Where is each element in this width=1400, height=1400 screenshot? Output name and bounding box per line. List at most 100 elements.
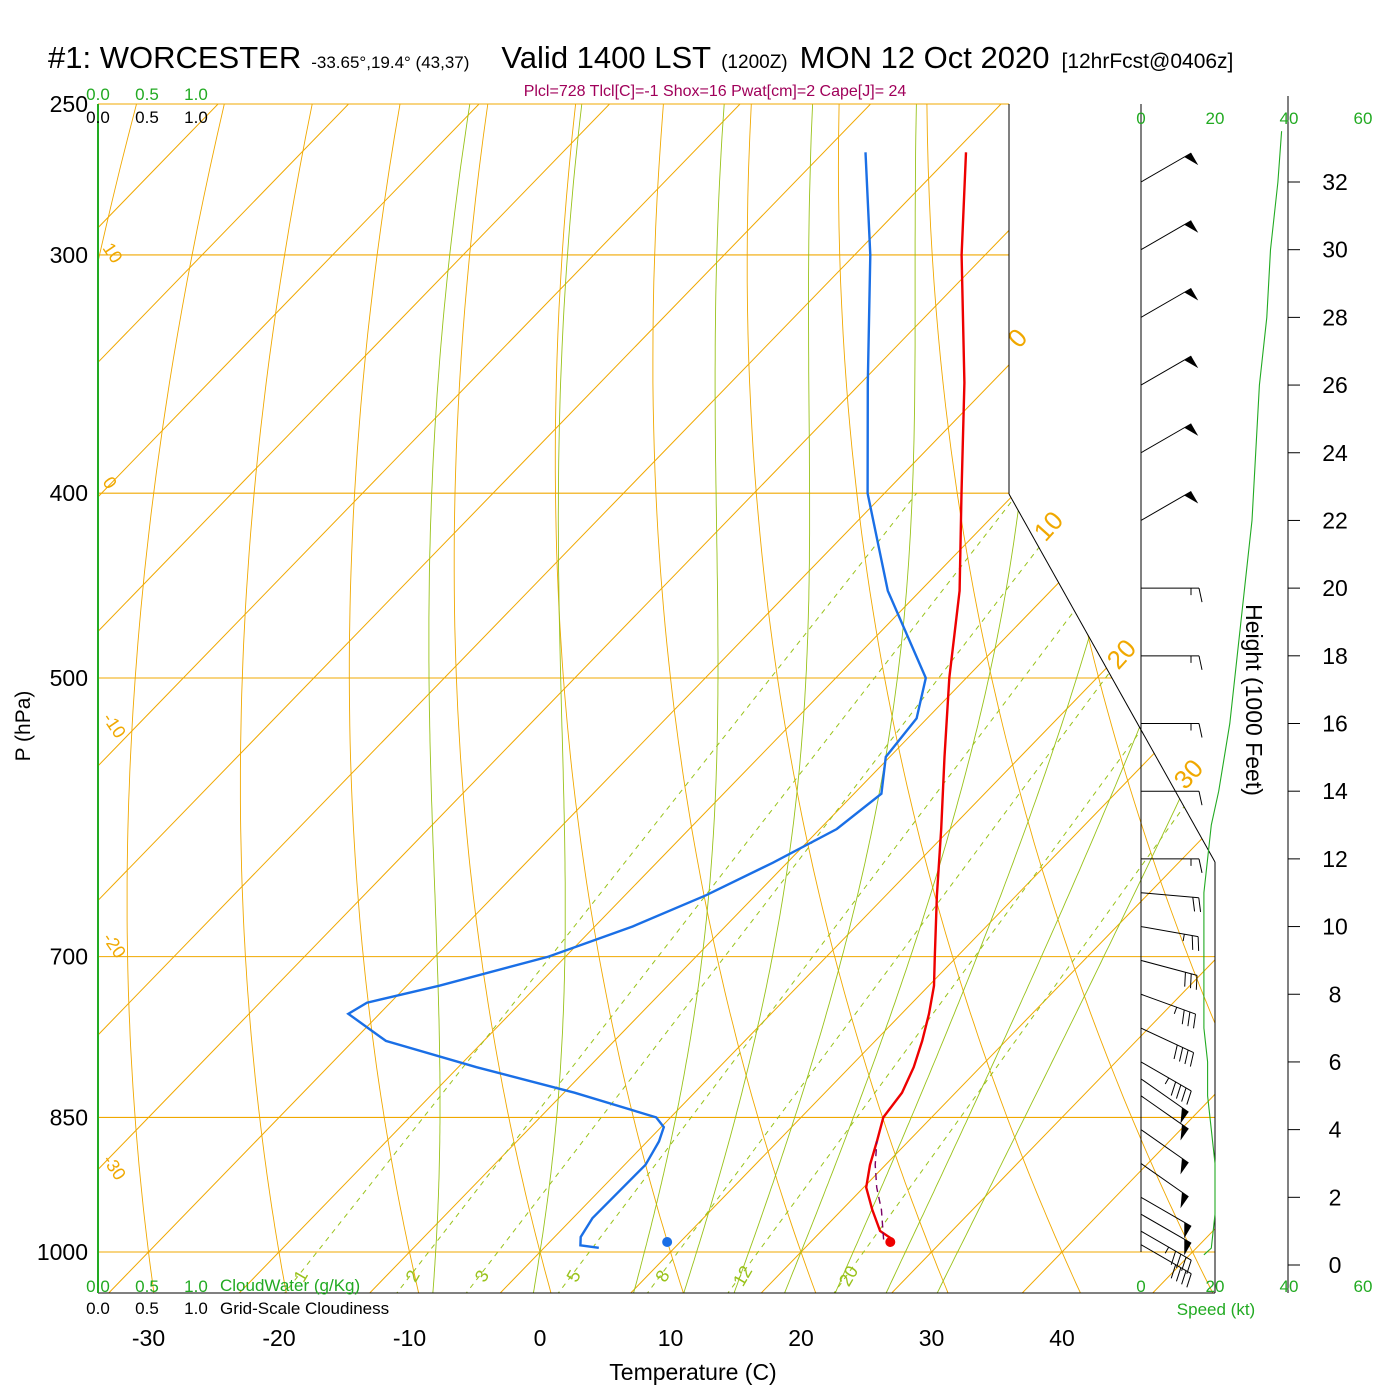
wind-barb <box>1141 723 1203 738</box>
dry-adiabat <box>926 104 1215 1293</box>
temperature-tick-label: 30 <box>919 1325 945 1351</box>
pressure-tick-label: 700 <box>50 944 88 970</box>
dry-adiabat <box>554 104 692 1293</box>
background-lines <box>98 70 1400 1316</box>
wind-barb-staff <box>1140 1213 1192 1244</box>
isotherm-line <box>98 104 904 1293</box>
wind-barb-full <box>1175 1254 1182 1268</box>
cloud-scale-bottom-black: 0.0 <box>86 1299 110 1318</box>
wind-barb-full <box>1192 897 1196 912</box>
cloudiness-label: Grid-Scale Cloudiness <box>220 1299 389 1318</box>
surface-dewpoint-marker <box>662 1237 673 1248</box>
pressure-tick-label: 1000 <box>37 1239 88 1265</box>
wind-barb-full <box>1184 972 1186 987</box>
wind-barb <box>1140 1027 1195 1067</box>
isotherm-line <box>999 104 1215 1293</box>
dewpoint-line <box>346 152 928 1249</box>
wind-barb <box>1141 858 1203 873</box>
speed-tick-top: 0 <box>1136 109 1145 128</box>
valid-time: Valid 1400 LST <box>501 40 712 75</box>
wind-barb-half <box>1164 1077 1170 1085</box>
speed-tick-bottom: 40 <box>1280 1277 1299 1296</box>
isotherm-line <box>216 104 1215 1293</box>
wind-barb-staff <box>1140 1129 1189 1164</box>
wind-barb-staff <box>1140 993 1196 1015</box>
wind-barb-staff <box>1140 1027 1194 1054</box>
wind-barb <box>1140 1163 1189 1209</box>
x-axis-label: Temperature (C) <box>609 1359 776 1385</box>
wind-barb-full <box>1173 1044 1178 1060</box>
mixing-ratio-line <box>375 492 1019 1293</box>
wind-barb <box>1141 790 1203 806</box>
wind-barb-full <box>1198 897 1202 913</box>
wind-barb-half <box>1164 1246 1170 1254</box>
speed-tick-bottom: 0 <box>1136 1277 1145 1296</box>
isotherm-line <box>347 104 1215 1293</box>
wind-barb <box>1140 959 1198 990</box>
wind-barb <box>1140 152 1199 183</box>
wind-barb-staff <box>1140 491 1192 521</box>
wind-barb-full <box>1198 588 1203 603</box>
dry-adiabat <box>746 104 959 1293</box>
wind-barb <box>1140 491 1199 521</box>
height-tick-label: 30 <box>1322 237 1348 263</box>
wind-barb-flag <box>1180 1107 1189 1124</box>
wind-barb-flag <box>1180 1124 1189 1141</box>
wind-barb-flag <box>1184 491 1199 504</box>
dry-adiabat <box>1186 104 1215 1293</box>
zulu-time: (1200Z) <box>721 52 788 73</box>
wind-barb-staff <box>1140 1230 1192 1261</box>
frame-slant <box>1008 493 1216 863</box>
isotherm-line <box>608 104 1215 1293</box>
height-tick-label: 10 <box>1322 914 1348 940</box>
temperature-tick-label: -20 <box>262 1325 295 1351</box>
moist-adiabat <box>528 104 585 1293</box>
parcel-line <box>874 1141 885 1240</box>
station-name: #1: WORCESTER <box>48 40 302 75</box>
dry-adiabat <box>239 104 320 1293</box>
surface-temperature-marker <box>885 1237 896 1248</box>
wind-barb-flag <box>1184 356 1199 369</box>
temperature-tick-label: -30 <box>132 1325 165 1351</box>
wind-barb <box>1140 993 1196 1029</box>
dry-adiabat <box>1361 70 1400 1316</box>
stability-parameters: Plcl=728 Tlcl[C]=-1 Shox=16 Pwat[cm]=2 C… <box>523 83 907 100</box>
temperature-tick-label: 10 <box>658 1325 684 1351</box>
temperature-tick-label: 40 <box>1049 1325 1075 1351</box>
dry-adiabat <box>837 104 1092 1293</box>
isotherm-label: 10 <box>99 239 127 267</box>
wind-barb-full <box>1170 1081 1177 1096</box>
mixing-ratio-line <box>627 492 1215 1293</box>
height-axis-label: Height (1000 Feet) <box>1241 604 1267 796</box>
wind-barb <box>1140 1061 1192 1105</box>
moist-adiabat <box>428 104 473 1293</box>
wind-barb-full <box>1181 1087 1187 1102</box>
wind-barb-full <box>1195 975 1198 990</box>
wind-barb-staff <box>1140 959 1198 976</box>
cloud-scale-bottom-black: 1.0 <box>184 1299 208 1318</box>
moist-adiabat <box>675 104 814 1293</box>
wind-barb-staff <box>1140 1244 1192 1275</box>
wind-barb-full <box>1186 1273 1192 1288</box>
cloud-scale-bottom-green: 0.0 <box>86 1277 110 1296</box>
moist-adiabat <box>626 104 726 1293</box>
wind-barb-full <box>1175 1084 1182 1099</box>
pressure-tick-label: 400 <box>50 480 88 506</box>
cloud-scale-bottom-black: 0.5 <box>135 1299 159 1318</box>
wind-barb-full <box>1175 1267 1182 1282</box>
speed-axis-label: Speed (kt) <box>1177 1300 1255 1319</box>
moist-adiabat <box>824 104 1180 1293</box>
cloud-scale-top-green: 1.0 <box>184 85 208 104</box>
wind-barb-staff <box>1140 926 1199 938</box>
isotherm-line <box>98 104 382 1293</box>
wind-barb <box>1140 355 1199 386</box>
mixing-ratio-line <box>537 492 1164 1293</box>
wind-barb-staff <box>1140 423 1192 454</box>
wind-barb-staff <box>1140 1078 1189 1113</box>
wind-barb-full <box>1193 1014 1196 1029</box>
pressure-tick-label: 850 <box>50 1104 88 1130</box>
pressure-tick-label: 250 <box>50 91 88 117</box>
pressure-tick-label: 300 <box>50 242 88 268</box>
